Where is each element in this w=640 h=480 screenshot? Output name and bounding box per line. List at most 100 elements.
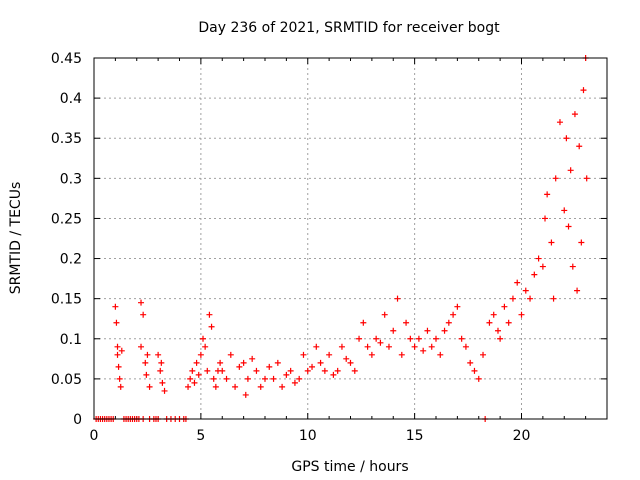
y-tick-label: 0.35 [51, 131, 82, 147]
data-point [144, 351, 151, 358]
data-point [539, 263, 546, 270]
x-tick-label: 0 [90, 428, 99, 444]
data-point [217, 359, 224, 366]
data-point [544, 191, 551, 198]
data-point [428, 343, 435, 350]
data-point [561, 207, 568, 214]
data-point [580, 87, 587, 94]
data-point [467, 359, 474, 366]
y-tick-label: 0.05 [51, 372, 82, 388]
data-point [565, 223, 572, 230]
data-point [347, 359, 354, 366]
data-point [232, 383, 239, 390]
data-point [253, 367, 260, 374]
data-point [569, 263, 576, 270]
data-point [138, 343, 145, 350]
data-point [279, 383, 286, 390]
data-point [244, 375, 251, 382]
data-point [522, 287, 529, 294]
data-point [373, 335, 380, 342]
data-point [326, 351, 333, 358]
data-point [185, 383, 192, 390]
data-point [343, 355, 350, 362]
data-point [497, 335, 504, 342]
data-point [262, 375, 268, 382]
data-point [157, 367, 164, 374]
data-point [550, 295, 557, 302]
data-point [287, 367, 294, 374]
data-point [210, 375, 217, 382]
x-tick-label: 10 [299, 428, 317, 444]
data-point [338, 343, 345, 350]
y-axis-label: SRMTID / TECUs [8, 182, 24, 295]
data-point [187, 375, 194, 382]
data-point [206, 311, 213, 318]
data-point [274, 359, 281, 366]
data-point [236, 363, 243, 370]
data-point [117, 383, 124, 390]
data-point [208, 323, 215, 330]
data-point [563, 135, 570, 142]
data-point [112, 303, 119, 310]
x-tick-label: 5 [196, 428, 205, 444]
data-point [364, 343, 371, 350]
grid [94, 58, 607, 419]
data-point [394, 295, 401, 302]
data-point [155, 351, 162, 358]
data-point [138, 299, 145, 306]
data-point [454, 303, 461, 310]
data-point [191, 379, 198, 386]
data-points [93, 55, 590, 422]
data-point [527, 295, 534, 302]
data-point [242, 391, 249, 398]
data-point [501, 303, 508, 310]
x-tick-label: 20 [513, 428, 531, 444]
data-point [486, 319, 493, 326]
data-point [351, 367, 358, 374]
data-point [300, 351, 307, 358]
data-point [291, 379, 298, 386]
data-point [142, 359, 149, 366]
data-point [407, 335, 414, 342]
y-tick-label: 0.2 [60, 252, 82, 268]
data-point [304, 367, 311, 374]
data-point [140, 311, 147, 318]
x-tick-label: 15 [406, 428, 424, 444]
data-point [377, 339, 384, 346]
data-point [114, 351, 121, 358]
data-point [113, 319, 120, 326]
data-point [204, 367, 211, 374]
data-point [420, 347, 427, 354]
data-point [313, 343, 320, 350]
data-point [462, 343, 469, 350]
data-point [385, 343, 392, 350]
data-point [381, 311, 388, 318]
data-point [266, 363, 273, 370]
data-point [390, 327, 397, 334]
data-point [556, 119, 563, 126]
data-point [398, 351, 405, 358]
data-point [317, 359, 324, 366]
data-point [578, 239, 585, 246]
data-point [574, 287, 581, 294]
data-point [321, 367, 328, 374]
data-point [159, 379, 166, 386]
data-point [403, 319, 410, 326]
data-point [518, 311, 525, 318]
plot-frame [93, 57, 608, 420]
data-point [576, 143, 583, 150]
data-point [257, 383, 264, 390]
data-point [334, 367, 341, 374]
data-point [161, 387, 168, 394]
data-point [475, 375, 482, 382]
data-point [437, 351, 444, 358]
data-point [212, 383, 219, 390]
data-point [116, 375, 123, 382]
data-point [531, 271, 538, 278]
y-tick-label: 0.3 [60, 171, 82, 187]
data-point [219, 367, 226, 374]
data-point [283, 371, 290, 378]
y-tick-label: 0.25 [51, 211, 82, 227]
data-point [490, 311, 497, 318]
data-point [223, 375, 230, 382]
